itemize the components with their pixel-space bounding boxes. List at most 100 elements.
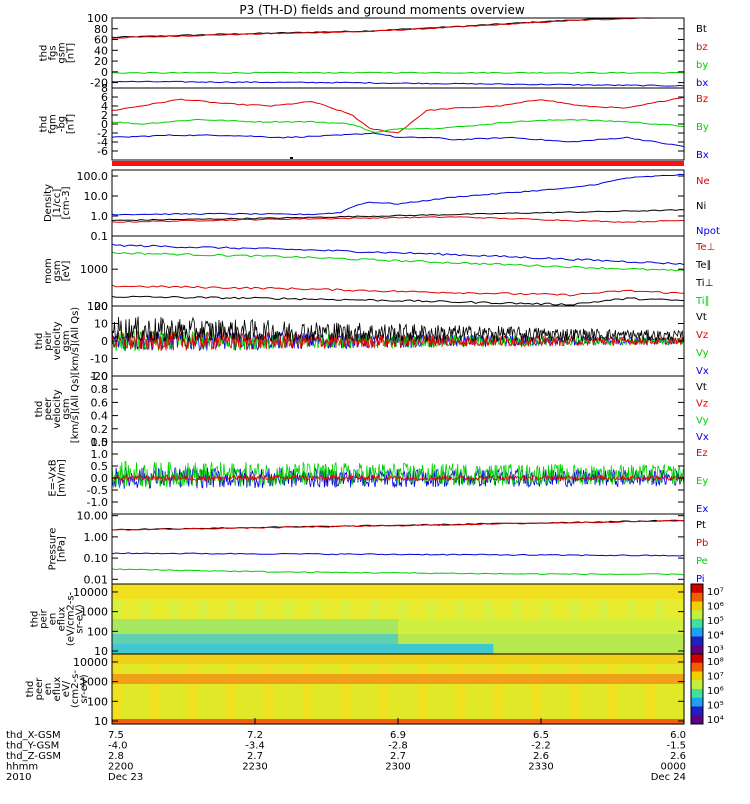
spectrogram-cell: [121, 689, 132, 695]
spectrogram-cell: [617, 609, 628, 615]
spectrogram-cell: [255, 699, 266, 705]
spectrogram-cell: [674, 664, 685, 670]
spectrogram-cell: [245, 609, 256, 615]
spectrogram-cell: [483, 694, 494, 700]
spectrogram-cell: [302, 619, 313, 625]
spectrogram-cell: [216, 684, 227, 690]
spectrogram-cell: [550, 674, 561, 680]
spectrogram-cell: [312, 589, 323, 595]
spectrogram-cell: [340, 699, 351, 705]
spectrogram-cell: [274, 694, 285, 700]
spectrogram-cell: [502, 679, 513, 685]
spectrogram-cell: [550, 609, 561, 615]
y-tick-label: 0.10: [84, 552, 109, 565]
y-tick-label: 4: [101, 100, 108, 113]
spectrogram-cell: [626, 619, 637, 625]
spectrogram-cell: [235, 599, 247, 605]
legend-entry: Ne: [696, 176, 710, 187]
spectrogram-cell: [197, 659, 208, 665]
spectrogram-cell: [407, 604, 418, 610]
spectrogram-cell: [531, 624, 542, 630]
spectrogram-cell: [369, 584, 380, 590]
spectrogram-cell: [541, 654, 552, 660]
colorbar-frame: [690, 653, 704, 725]
spectrogram-cell: [655, 634, 666, 640]
series-line: [111, 96, 685, 134]
spectrogram-cell: [474, 654, 485, 660]
legend-entry: Vt: [696, 312, 707, 323]
spectrogram-cell: [350, 634, 361, 640]
spectrogram-cell: [502, 629, 513, 635]
spectrogram-cell: [455, 679, 466, 685]
spectrogram-cell: [426, 619, 437, 625]
spectrogram-cell: [579, 674, 590, 680]
spectrogram-cell: [645, 709, 656, 715]
spectrogram-cell: [560, 709, 571, 715]
spectrogram-cell: [550, 634, 561, 640]
panel-frame: [111, 375, 685, 443]
spectrogram-cell: [464, 714, 475, 720]
spectrogram-cell: [226, 664, 237, 670]
spectrogram-cell: [531, 669, 542, 675]
series-line: [111, 132, 685, 147]
spectrogram-cell: [626, 584, 637, 590]
spectrogram-cell: [131, 594, 142, 600]
spectrogram-cell: [321, 674, 332, 680]
spectrogram-cell: [617, 584, 628, 590]
spectrogram-cell: [636, 634, 647, 640]
spectrogram-cell: [159, 634, 170, 640]
spectrogram-cell: [169, 584, 180, 590]
y-axis-label: velocity: [52, 389, 63, 428]
spectrogram-cell: [588, 594, 599, 600]
spectrogram-cell: [664, 604, 676, 610]
spectrogram-cell: [302, 689, 313, 695]
spectrogram-cell: [598, 694, 609, 700]
spectrogram-cell: [169, 669, 180, 675]
spectrogram-cell: [302, 604, 313, 610]
spectrogram-cell: [140, 699, 151, 705]
spectrogram-cell: [617, 669, 628, 675]
y-axis-label: [cm-3]: [61, 186, 72, 219]
spectrogram-cell: [169, 624, 180, 630]
spectrogram-cell: [521, 609, 533, 615]
spectrogram-cell: [188, 659, 199, 665]
spectrogram-cell: [283, 699, 294, 705]
spectrogram-cell: [226, 674, 237, 680]
spectrogram-cell: [274, 619, 285, 625]
spectrogram-cell: [607, 704, 618, 710]
y-tick-label: 0.4: [91, 410, 109, 423]
spectrogram-cell: [417, 669, 428, 675]
spectrogram-cell: [636, 594, 647, 600]
spectrogram-cell: [369, 669, 380, 675]
spectrogram-cell: [207, 599, 218, 605]
spectrogram-cell: [340, 674, 351, 680]
spectrogram-cell: [560, 694, 571, 700]
spectrogram-cell: [312, 624, 323, 630]
spectrogram-cell: [302, 644, 313, 650]
legend-entry: Vx: [696, 366, 709, 377]
spectrogram-cell: [207, 674, 218, 680]
spectrogram-cell: [207, 679, 218, 685]
spectrogram-cell: [197, 589, 208, 595]
spectrogram-cell: [159, 669, 170, 675]
spectrogram-cell: [626, 624, 637, 630]
spectrogram-cell: [569, 699, 580, 705]
legend-entry: Bx: [696, 150, 709, 161]
spectrogram-cell: [235, 604, 247, 610]
spectrogram-cell: [216, 654, 227, 660]
y-axis-label: thd: [39, 45, 50, 62]
spectrogram-cell: [283, 649, 294, 655]
spectrogram-cell: [569, 609, 580, 615]
x-tick-value: 6.5: [533, 730, 549, 741]
spectrogram-cell: [436, 694, 447, 700]
spectrogram-cell: [331, 689, 342, 695]
spectrogram-cell: [455, 629, 466, 635]
y-axis-label: velocity: [52, 321, 63, 360]
spectrogram-cell: [607, 664, 618, 670]
spectrogram-cell: [178, 699, 189, 705]
spectrogram-cell: [512, 644, 523, 650]
spectrogram-cell: [645, 714, 656, 720]
spectrogram-cell: [274, 599, 285, 605]
spectrogram-cell: [560, 624, 571, 630]
spectrogram-cell: [655, 679, 666, 685]
